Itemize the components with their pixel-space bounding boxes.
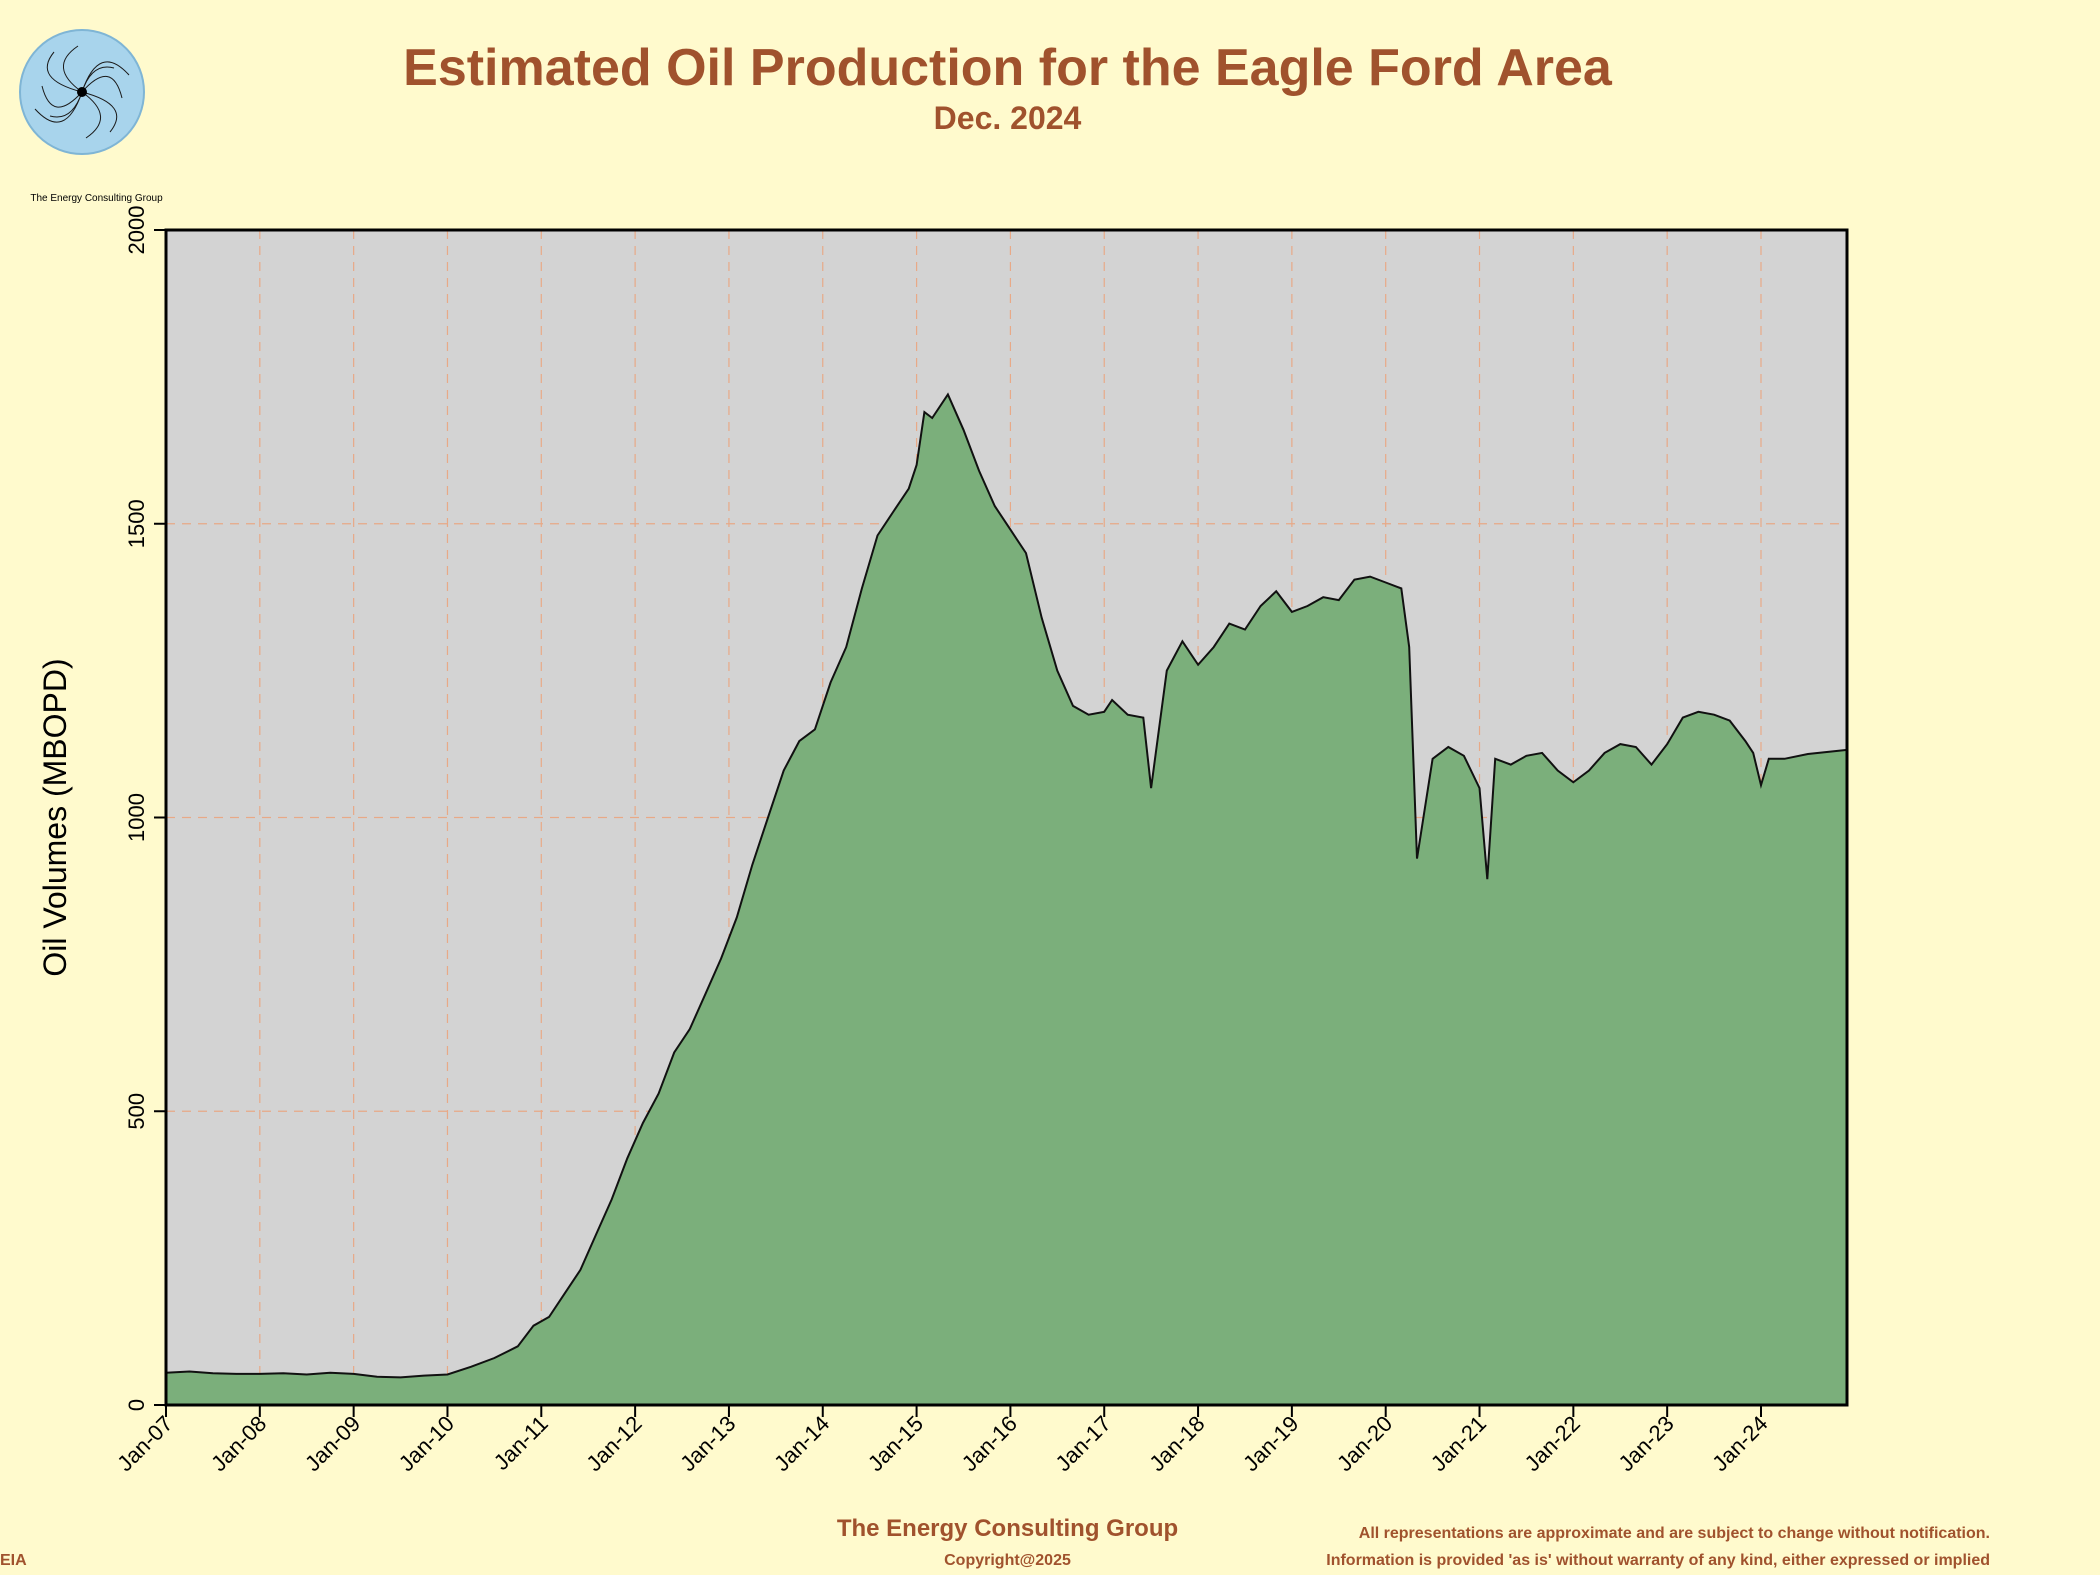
y-tick-label: 2000 (124, 206, 149, 255)
x-tick-label: Jan-17 (1051, 1411, 1116, 1476)
x-tick-label: Jan-08 (206, 1411, 271, 1476)
y-tick-label: 0 (124, 1399, 149, 1411)
x-tick-label: Jan-18 (1144, 1411, 1209, 1476)
chart-canvas: 0 500 1000 1500 2000 Jan-07 Jan-08 Jan-09 Jan-10… (37, 206, 1849, 1476)
x-tick-label: Jan-12 (581, 1411, 646, 1476)
x-tick-label: Jan-19 (1238, 1411, 1303, 1476)
x-tick-label: Jan-10 (394, 1411, 459, 1476)
y-tick-label: 500 (124, 1093, 149, 1130)
x-tick-label: Jan-09 (300, 1411, 365, 1476)
logo-caption: The Energy Consulting Group (30, 193, 163, 204)
x-tick-label: Jan-20 (1332, 1411, 1397, 1476)
x-tick-label: Jan-16 (957, 1411, 1022, 1476)
x-tick-label: Jan-23 (1613, 1411, 1678, 1476)
x-tick-label: Jan-22 (1520, 1411, 1585, 1476)
footer-brand: The Energy Consulting Group (836, 1515, 1179, 1542)
x-tick-label: Jan-13 (675, 1411, 740, 1476)
disclaimer-line-2: Information is provided 'as is' without … (1326, 1552, 1990, 1569)
chart-subtitle: Dec. 2024 (933, 100, 1082, 136)
disclaimer-line-1: All representations are approximate and … (1358, 1525, 1990, 1542)
chart-title: Estimated Oil Production for the Eagle F… (403, 39, 1612, 97)
y-axis-title: Oil Volumes (MBOPD) (37, 658, 73, 976)
x-tick-label: Jan-07 (112, 1411, 177, 1476)
spiral-logo-icon (19, 29, 145, 155)
source-label: EIA (0, 1552, 27, 1569)
production-area (166, 394, 1847, 1405)
production-line (165, 392, 1848, 1379)
x-tick-label: Jan-24 (1707, 1411, 1772, 1476)
x-tick-label: Jan-14 (769, 1411, 834, 1476)
footer-copyright: Copyright@2025 (944, 1552, 1071, 1569)
y-tick-label: 1500 (124, 499, 149, 548)
company-logo: The Energy Consulting Group (14, 20, 163, 204)
x-tick-label: Jan-15 (863, 1411, 928, 1476)
y-tick-label: 1000 (124, 793, 149, 842)
x-tick-label: Jan-21 (1426, 1411, 1491, 1476)
x-tick-label: Jan-11 (489, 1411, 553, 1475)
